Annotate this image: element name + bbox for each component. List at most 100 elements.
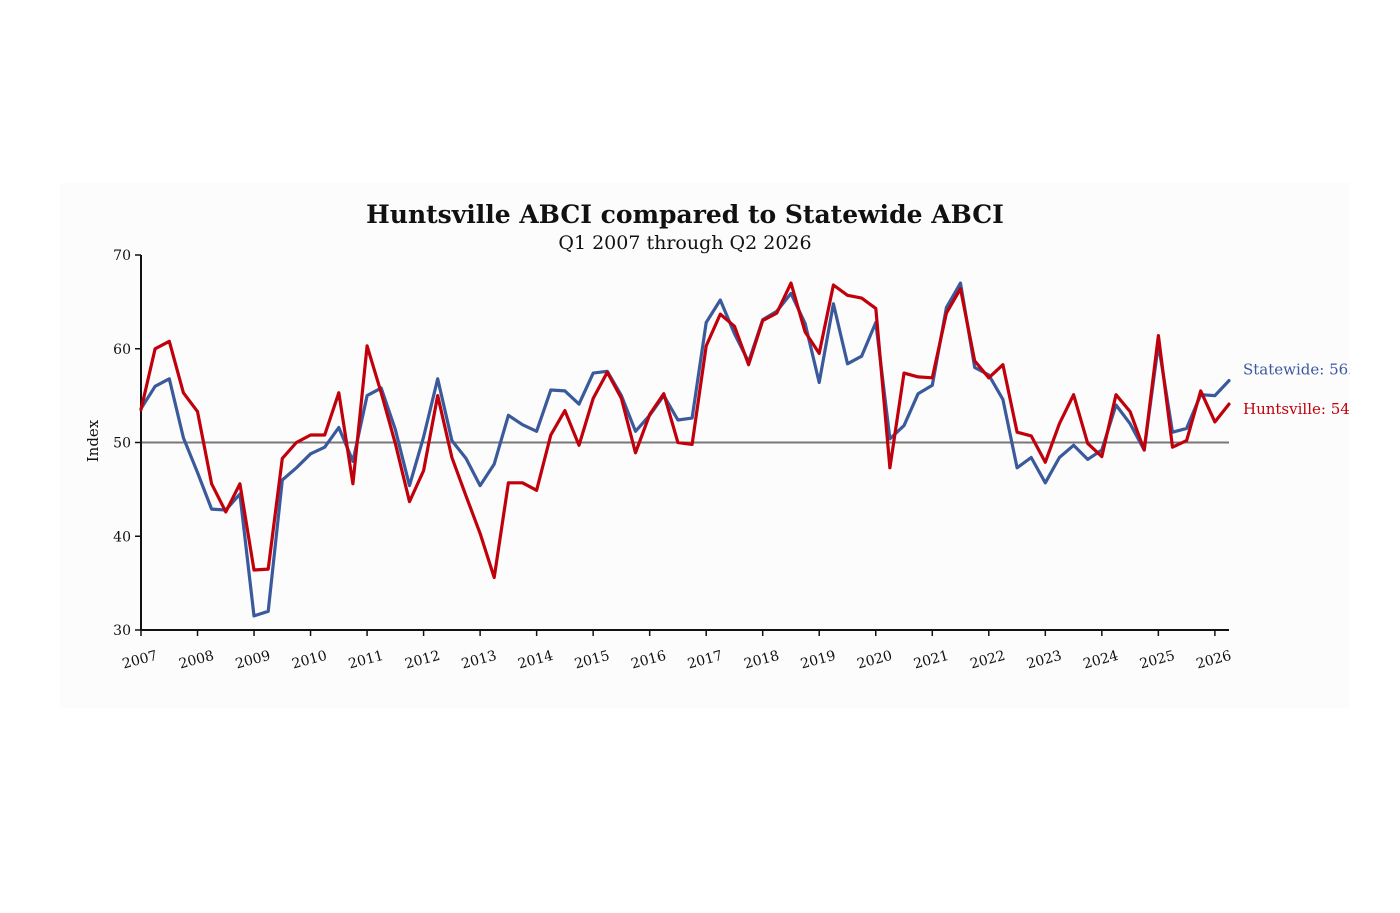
x-tick-label: 2017 — [686, 648, 725, 673]
statewide-point — [1213, 394, 1217, 397]
statewide-point — [210, 507, 213, 511]
statewide-point — [507, 414, 510, 417]
statewide-point — [803, 322, 807, 325]
huntsville-point — [591, 397, 595, 400]
x-tick-label: 2014 — [516, 648, 555, 673]
statewide-point — [1185, 427, 1188, 430]
huntsville-point — [351, 482, 355, 485]
huntsville-point — [1185, 439, 1188, 442]
statewide-point — [789, 292, 793, 295]
huntsville-point — [888, 466, 892, 470]
statewide-point — [676, 418, 680, 422]
huntsville-point — [747, 363, 750, 366]
x-tick-label: 2010 — [290, 648, 329, 673]
statewide-point — [281, 478, 284, 482]
huntsville-point — [168, 340, 171, 343]
statewide-point — [690, 416, 694, 420]
huntsville-point — [775, 311, 779, 315]
huntsville-point — [577, 444, 581, 447]
x-tick-label: 2009 — [234, 648, 273, 673]
huntsville-point — [1072, 393, 1075, 396]
chart-panel: Huntsville ABCI compared to Statewide AB… — [60, 183, 1350, 708]
statewide-point — [478, 484, 482, 487]
statewide-point — [436, 377, 439, 380]
x-tick-label: 2020 — [855, 648, 894, 673]
huntsville-point — [493, 576, 496, 579]
statewide-point — [337, 426, 341, 429]
huntsville-point — [803, 330, 807, 334]
x-tick-label: 2025 — [1138, 648, 1177, 673]
huntsville-point — [1143, 448, 1146, 452]
huntsville-point — [380, 391, 383, 395]
y-tick-label: 70 — [113, 248, 131, 264]
huntsville-point — [1199, 389, 1202, 393]
huntsville-point — [1001, 363, 1005, 366]
x-tick-label: 2016 — [629, 648, 668, 673]
statewide-point — [266, 610, 270, 613]
huntsville-point — [1058, 422, 1061, 425]
statewide-point — [563, 389, 567, 393]
y-axis-label: Index — [84, 419, 102, 462]
statewide-point — [959, 281, 962, 285]
statewide-point — [931, 384, 934, 387]
statewide-point — [1001, 398, 1005, 401]
huntsville-point — [690, 443, 694, 446]
huntsville-point — [874, 307, 877, 310]
huntsville-point — [408, 500, 411, 503]
huntsville-point — [676, 441, 680, 444]
y-tick-label: 30 — [113, 623, 131, 639]
huntsville-point — [521, 481, 524, 485]
huntsville-point — [620, 397, 623, 400]
x-tick-label: 2021 — [912, 648, 951, 673]
y-tick-label: 40 — [113, 529, 131, 545]
statewide-point — [577, 402, 581, 406]
huntsville-point — [1015, 430, 1019, 434]
statewide-point — [1128, 422, 1132, 425]
statewide-point — [973, 366, 976, 369]
statewide-point — [394, 428, 397, 431]
huntsville-point — [761, 319, 764, 322]
x-tick-label: 2008 — [177, 648, 216, 673]
statewide-point — [464, 457, 468, 460]
statewide-point — [719, 298, 722, 302]
statewide-point — [1058, 456, 1061, 459]
statewide-point — [408, 484, 411, 487]
statewide-point — [916, 392, 920, 395]
huntsville-point — [224, 510, 227, 514]
huntsville-point — [902, 371, 906, 375]
huntsville-point — [733, 325, 736, 328]
statewide-point — [1072, 444, 1075, 447]
huntsville-point — [973, 359, 976, 363]
x-tick-label: 2013 — [460, 648, 499, 673]
statewide-point — [521, 423, 524, 426]
chart-subtitle: Q1 2007 through Q2 2026 — [558, 232, 811, 254]
huntsville-point — [1128, 410, 1132, 413]
huntsville-point — [719, 312, 722, 316]
huntsville-point — [153, 347, 157, 350]
huntsville-point — [422, 469, 425, 472]
statewide-point — [1029, 456, 1033, 459]
huntsville-point — [916, 375, 920, 379]
huntsville-point — [648, 413, 651, 416]
huntsville-point — [196, 410, 199, 413]
huntsville-line — [139, 281, 1231, 580]
huntsville-point — [606, 370, 609, 374]
huntsville-point — [563, 409, 567, 412]
statewide-point — [168, 377, 171, 380]
chart-title: Huntsville ABCI compared to Statewide AB… — [366, 200, 1004, 229]
statewide-point — [1044, 481, 1047, 485]
end-labels: Statewide: 56.6 Huntsville: 54.1 — [1243, 361, 1350, 418]
huntsville-point — [1029, 434, 1033, 438]
huntsville-end-label: Huntsville: 54.1 — [1243, 400, 1350, 418]
huntsville-point — [450, 456, 454, 459]
huntsville-point — [464, 494, 468, 498]
huntsville-point — [309, 433, 312, 437]
huntsville-point — [704, 344, 708, 348]
huntsville-point — [634, 451, 637, 455]
huntsville-point — [1157, 334, 1160, 337]
huntsville-point — [394, 442, 397, 445]
huntsville-point — [436, 394, 439, 397]
huntsville-point — [507, 481, 510, 485]
huntsville-point — [789, 281, 793, 285]
x-tick-label: 2012 — [403, 648, 442, 673]
